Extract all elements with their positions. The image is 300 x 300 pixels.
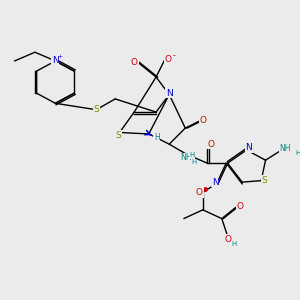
- Text: -: -: [173, 52, 175, 61]
- Text: N: N: [212, 178, 219, 187]
- Text: H: H: [191, 159, 197, 165]
- Text: H: H: [154, 133, 160, 142]
- Text: O: O: [236, 202, 243, 211]
- Text: NH: NH: [180, 153, 192, 162]
- Text: S: S: [93, 105, 99, 114]
- Text: NH: NH: [279, 144, 291, 153]
- Text: O: O: [165, 55, 172, 64]
- Text: H: H: [189, 152, 195, 158]
- Text: O: O: [224, 235, 231, 244]
- Text: N: N: [245, 143, 252, 152]
- Text: O: O: [131, 58, 138, 67]
- Text: +: +: [58, 54, 63, 59]
- Text: S: S: [115, 131, 121, 140]
- Text: O: O: [200, 116, 207, 125]
- Text: S: S: [262, 176, 268, 185]
- Text: O: O: [196, 188, 203, 197]
- Text: N: N: [52, 56, 59, 65]
- Text: O: O: [207, 140, 214, 149]
- Text: N: N: [166, 88, 172, 98]
- Text: H: H: [295, 150, 300, 156]
- Text: H: H: [231, 241, 237, 247]
